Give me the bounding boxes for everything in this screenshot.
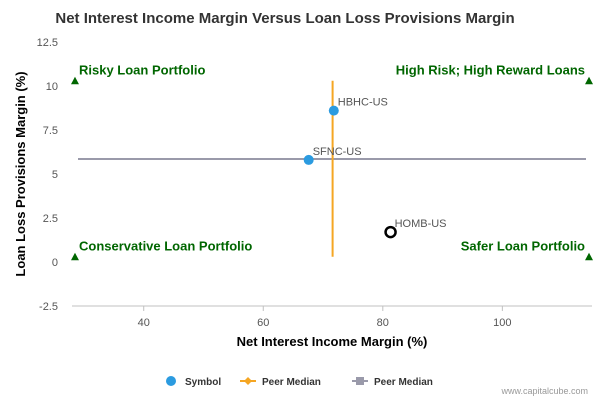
legend-square-icon xyxy=(356,377,364,385)
y-axis-ticks: 12.5 10 7.5 5 2.5 0 -2.5 xyxy=(37,37,58,313)
quadrant-marker xyxy=(70,252,79,261)
quadrant-marker xyxy=(585,252,594,261)
y-tick-label: 2.5 xyxy=(43,213,58,225)
data-point-label: HBHC-US xyxy=(338,97,388,109)
data-point-label: HOMB-US xyxy=(395,218,447,230)
quadrant-label: Safer Loan Portfolio xyxy=(461,239,585,254)
legend-label: Peer Median xyxy=(262,377,321,388)
quadrant-label: High Risk; High Reward Loans xyxy=(396,63,585,78)
legend: Symbol Peer Median Peer Median xyxy=(166,376,433,388)
y-tick-label: 12.5 xyxy=(37,37,58,49)
credit-text: www.capitalcube.com xyxy=(500,386,588,396)
x-tick-label: 80 xyxy=(377,317,389,329)
data-point xyxy=(384,225,397,239)
quadrant-label: Risky Loan Portfolio xyxy=(79,63,205,78)
quadrant-labels: Risky Loan Portfolio High Risk; High Rewa… xyxy=(70,63,594,261)
chart-title: Net Interest Income Margin Versus Loan L… xyxy=(55,10,514,27)
data-point xyxy=(303,154,314,165)
legend-label: Peer Median xyxy=(374,377,433,388)
plot-area: 40 60 80 100 12.5 10 7.5 5 2.5 0 -2.5 Risky Loan … xyxy=(37,37,594,329)
y-tick-label: 5 xyxy=(52,169,58,181)
x-tick-label: 100 xyxy=(493,317,511,329)
data-point-label: SFNC-US xyxy=(313,146,362,158)
data-point xyxy=(328,105,339,116)
x-axis-ticks: 40 60 80 100 xyxy=(138,306,512,329)
y-axis-title: Loan Loss Provisions Margin (%) xyxy=(13,71,28,276)
legend-diamond-icon xyxy=(244,377,252,385)
quadrant-label: Conservative Loan Portfolio xyxy=(79,239,252,254)
legend-label: Symbol xyxy=(185,377,221,388)
y-tick-label: 0 xyxy=(52,257,58,269)
x-axis-title: Net Interest Income Margin (%) xyxy=(237,334,428,349)
x-tick-label: 40 xyxy=(138,317,150,329)
quadrant-marker xyxy=(70,76,79,85)
data-points: HBHC-US SFNC-US HOMB-US xyxy=(303,97,447,239)
quadrant-marker xyxy=(585,76,594,85)
x-tick-label: 60 xyxy=(257,317,269,329)
legend-symbol-icon xyxy=(166,376,176,386)
y-tick-label: 10 xyxy=(46,81,58,93)
y-tick-label: 7.5 xyxy=(43,125,58,137)
y-tick-label: -2.5 xyxy=(39,301,58,313)
